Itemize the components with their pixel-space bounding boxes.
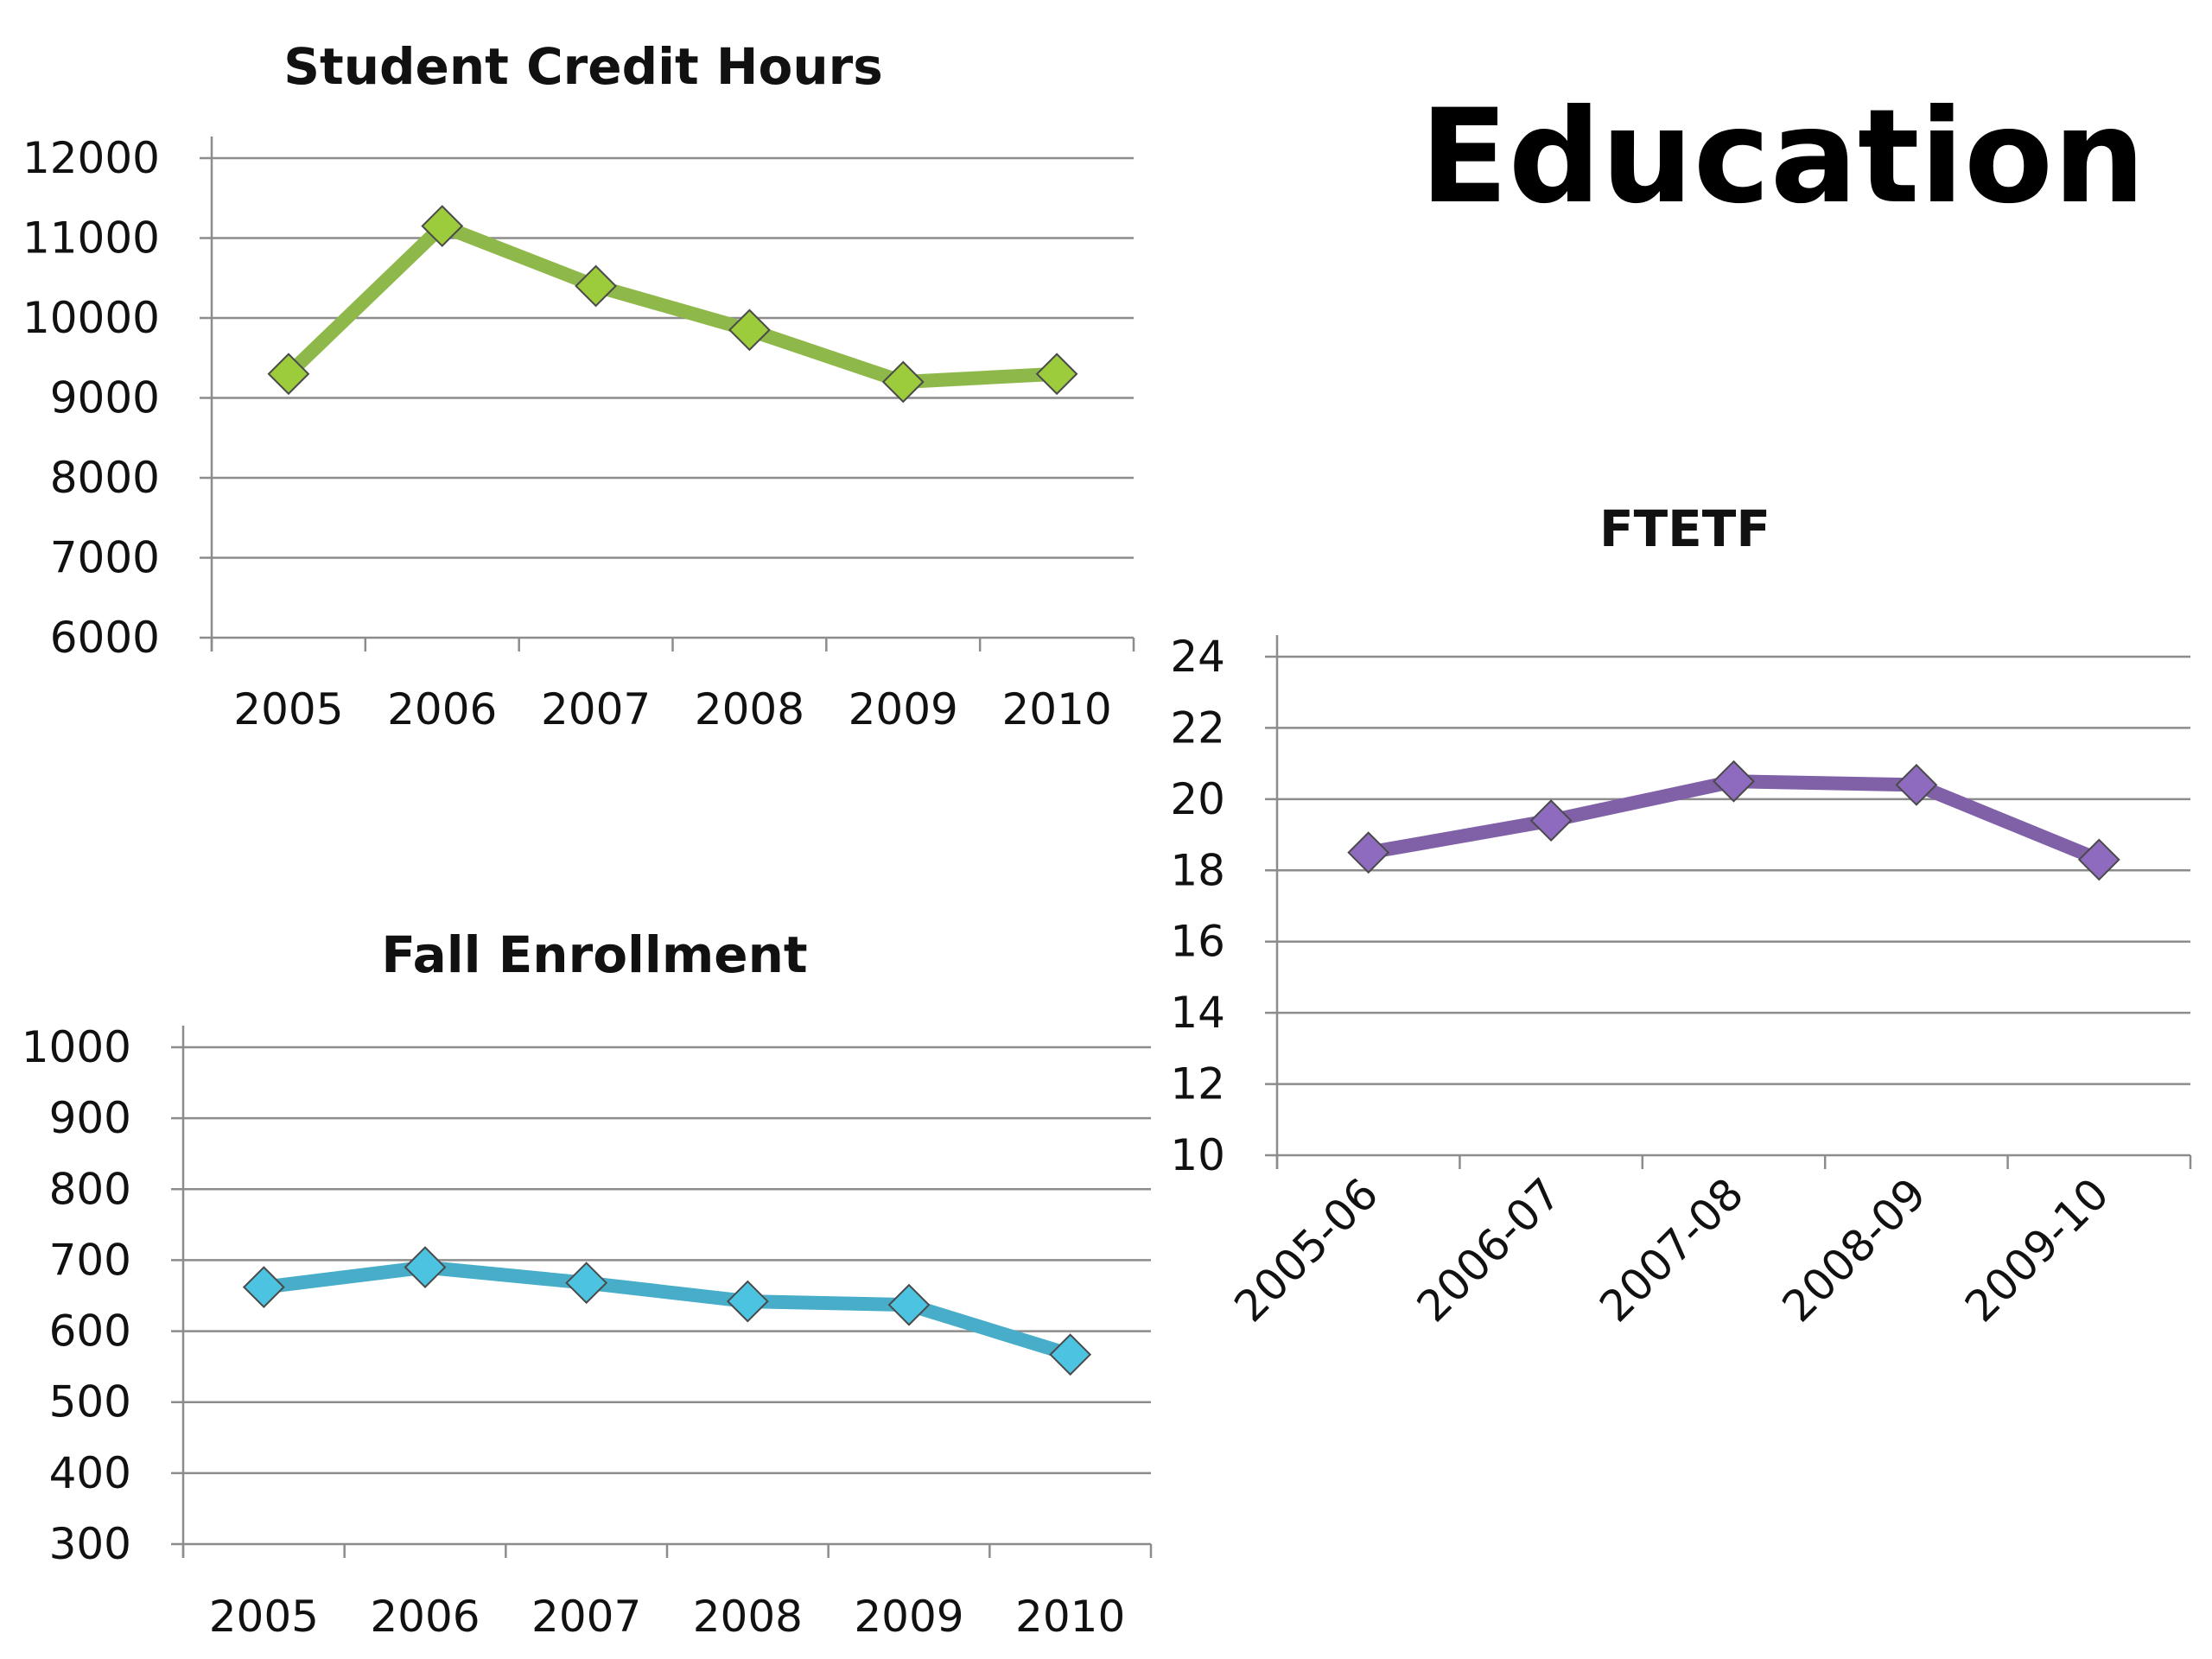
data-point	[565, 1262, 608, 1305]
y-tick-label: 600	[49, 1306, 131, 1357]
x-tick-label: 2005-06	[1224, 1168, 1388, 1332]
x-tick-label: 2007	[541, 684, 651, 734]
y-tick-label: 12	[1170, 1059, 1225, 1109]
x-tick-label: 2009	[849, 684, 958, 734]
ftetf-chart: FTETF 10 12 14 16 18 20 22 24 2005-06 2006-07 2007…	[1170, 499, 2192, 1332]
y-tick-label: 14	[1170, 988, 1225, 1038]
chart-title: FTETF	[1599, 499, 1770, 558]
x-tick-label: 2007-08	[1590, 1168, 1753, 1332]
data-point	[1895, 763, 1938, 806]
y-tick-label: 10	[1170, 1130, 1225, 1180]
x-tick-label: 2005	[209, 1592, 319, 1642]
x-tick-label: 2010	[1015, 1592, 1125, 1642]
y-tick-label: 6000	[50, 613, 160, 663]
x-tick-label: 2008-09	[1773, 1168, 1936, 1332]
data-point	[575, 264, 617, 308]
x-tick-label: 2006	[387, 684, 497, 734]
x-tick-label: 2008	[693, 1592, 803, 1642]
x-tick-label: 2008	[695, 684, 804, 734]
x-tick-label: 2009-10	[1955, 1168, 2119, 1332]
y-tick-label: 800	[49, 1164, 131, 1214]
y-tick-label: 7000	[50, 533, 160, 583]
y-tick-label: 20	[1170, 774, 1225, 824]
data-point	[242, 1266, 285, 1309]
y-tick-label: 700	[49, 1235, 131, 1285]
y-tick-label: 8000	[50, 453, 160, 503]
student-credit-hours-chart: Student Credit Hours 6000 7000 8000 9000 100…	[22, 37, 1135, 734]
y-tick-label: 18	[1170, 845, 1225, 895]
y-tick-label: 10000	[22, 293, 160, 343]
chart-title: Fall Enrollment	[381, 925, 807, 984]
series-line	[257, 1260, 1077, 1362]
y-tick-label: 300	[49, 1519, 131, 1569]
data-point	[421, 205, 464, 248]
data-point	[2077, 838, 2120, 881]
page-title: Education	[1420, 82, 2145, 232]
y-tick-label: 400	[49, 1448, 131, 1498]
data-point	[404, 1246, 447, 1289]
x-tick-label: 2006	[370, 1592, 480, 1642]
data-point	[1347, 831, 1390, 874]
data-point	[267, 353, 310, 396]
x-tick-label: 2009	[854, 1592, 963, 1642]
data-point	[887, 1283, 931, 1326]
fall-enrollment-chart: Fall Enrollment 300 400 500 600 700 800 900 100…	[22, 925, 1153, 1642]
x-tick-label: 2007	[531, 1592, 641, 1642]
y-tick-label: 12000	[22, 133, 160, 183]
series-line	[281, 219, 1065, 389]
chart-title: Student Credit Hours	[283, 37, 882, 96]
x-tick-label: 2006-07	[1408, 1168, 1571, 1332]
y-tick-label: 900	[49, 1093, 131, 1143]
y-tick-label: 1000	[22, 1022, 131, 1072]
y-tick-label: 16	[1170, 917, 1225, 967]
y-tick-label: 9000	[50, 373, 160, 423]
data-point	[1035, 353, 1078, 396]
data-point	[1049, 1333, 1092, 1376]
y-tick-label: 24	[1170, 632, 1225, 682]
x-tick-label: 2010	[1001, 684, 1111, 734]
x-tick-label: 2005	[233, 684, 343, 734]
data-point	[1713, 760, 1755, 803]
y-tick-label: 22	[1170, 702, 1225, 753]
data-point	[881, 360, 925, 404]
data-point	[728, 308, 771, 352]
y-tick-label: 500	[49, 1377, 131, 1427]
data-point	[1529, 799, 1573, 842]
y-tick-label: 11000	[22, 213, 160, 264]
data-point	[726, 1280, 769, 1323]
